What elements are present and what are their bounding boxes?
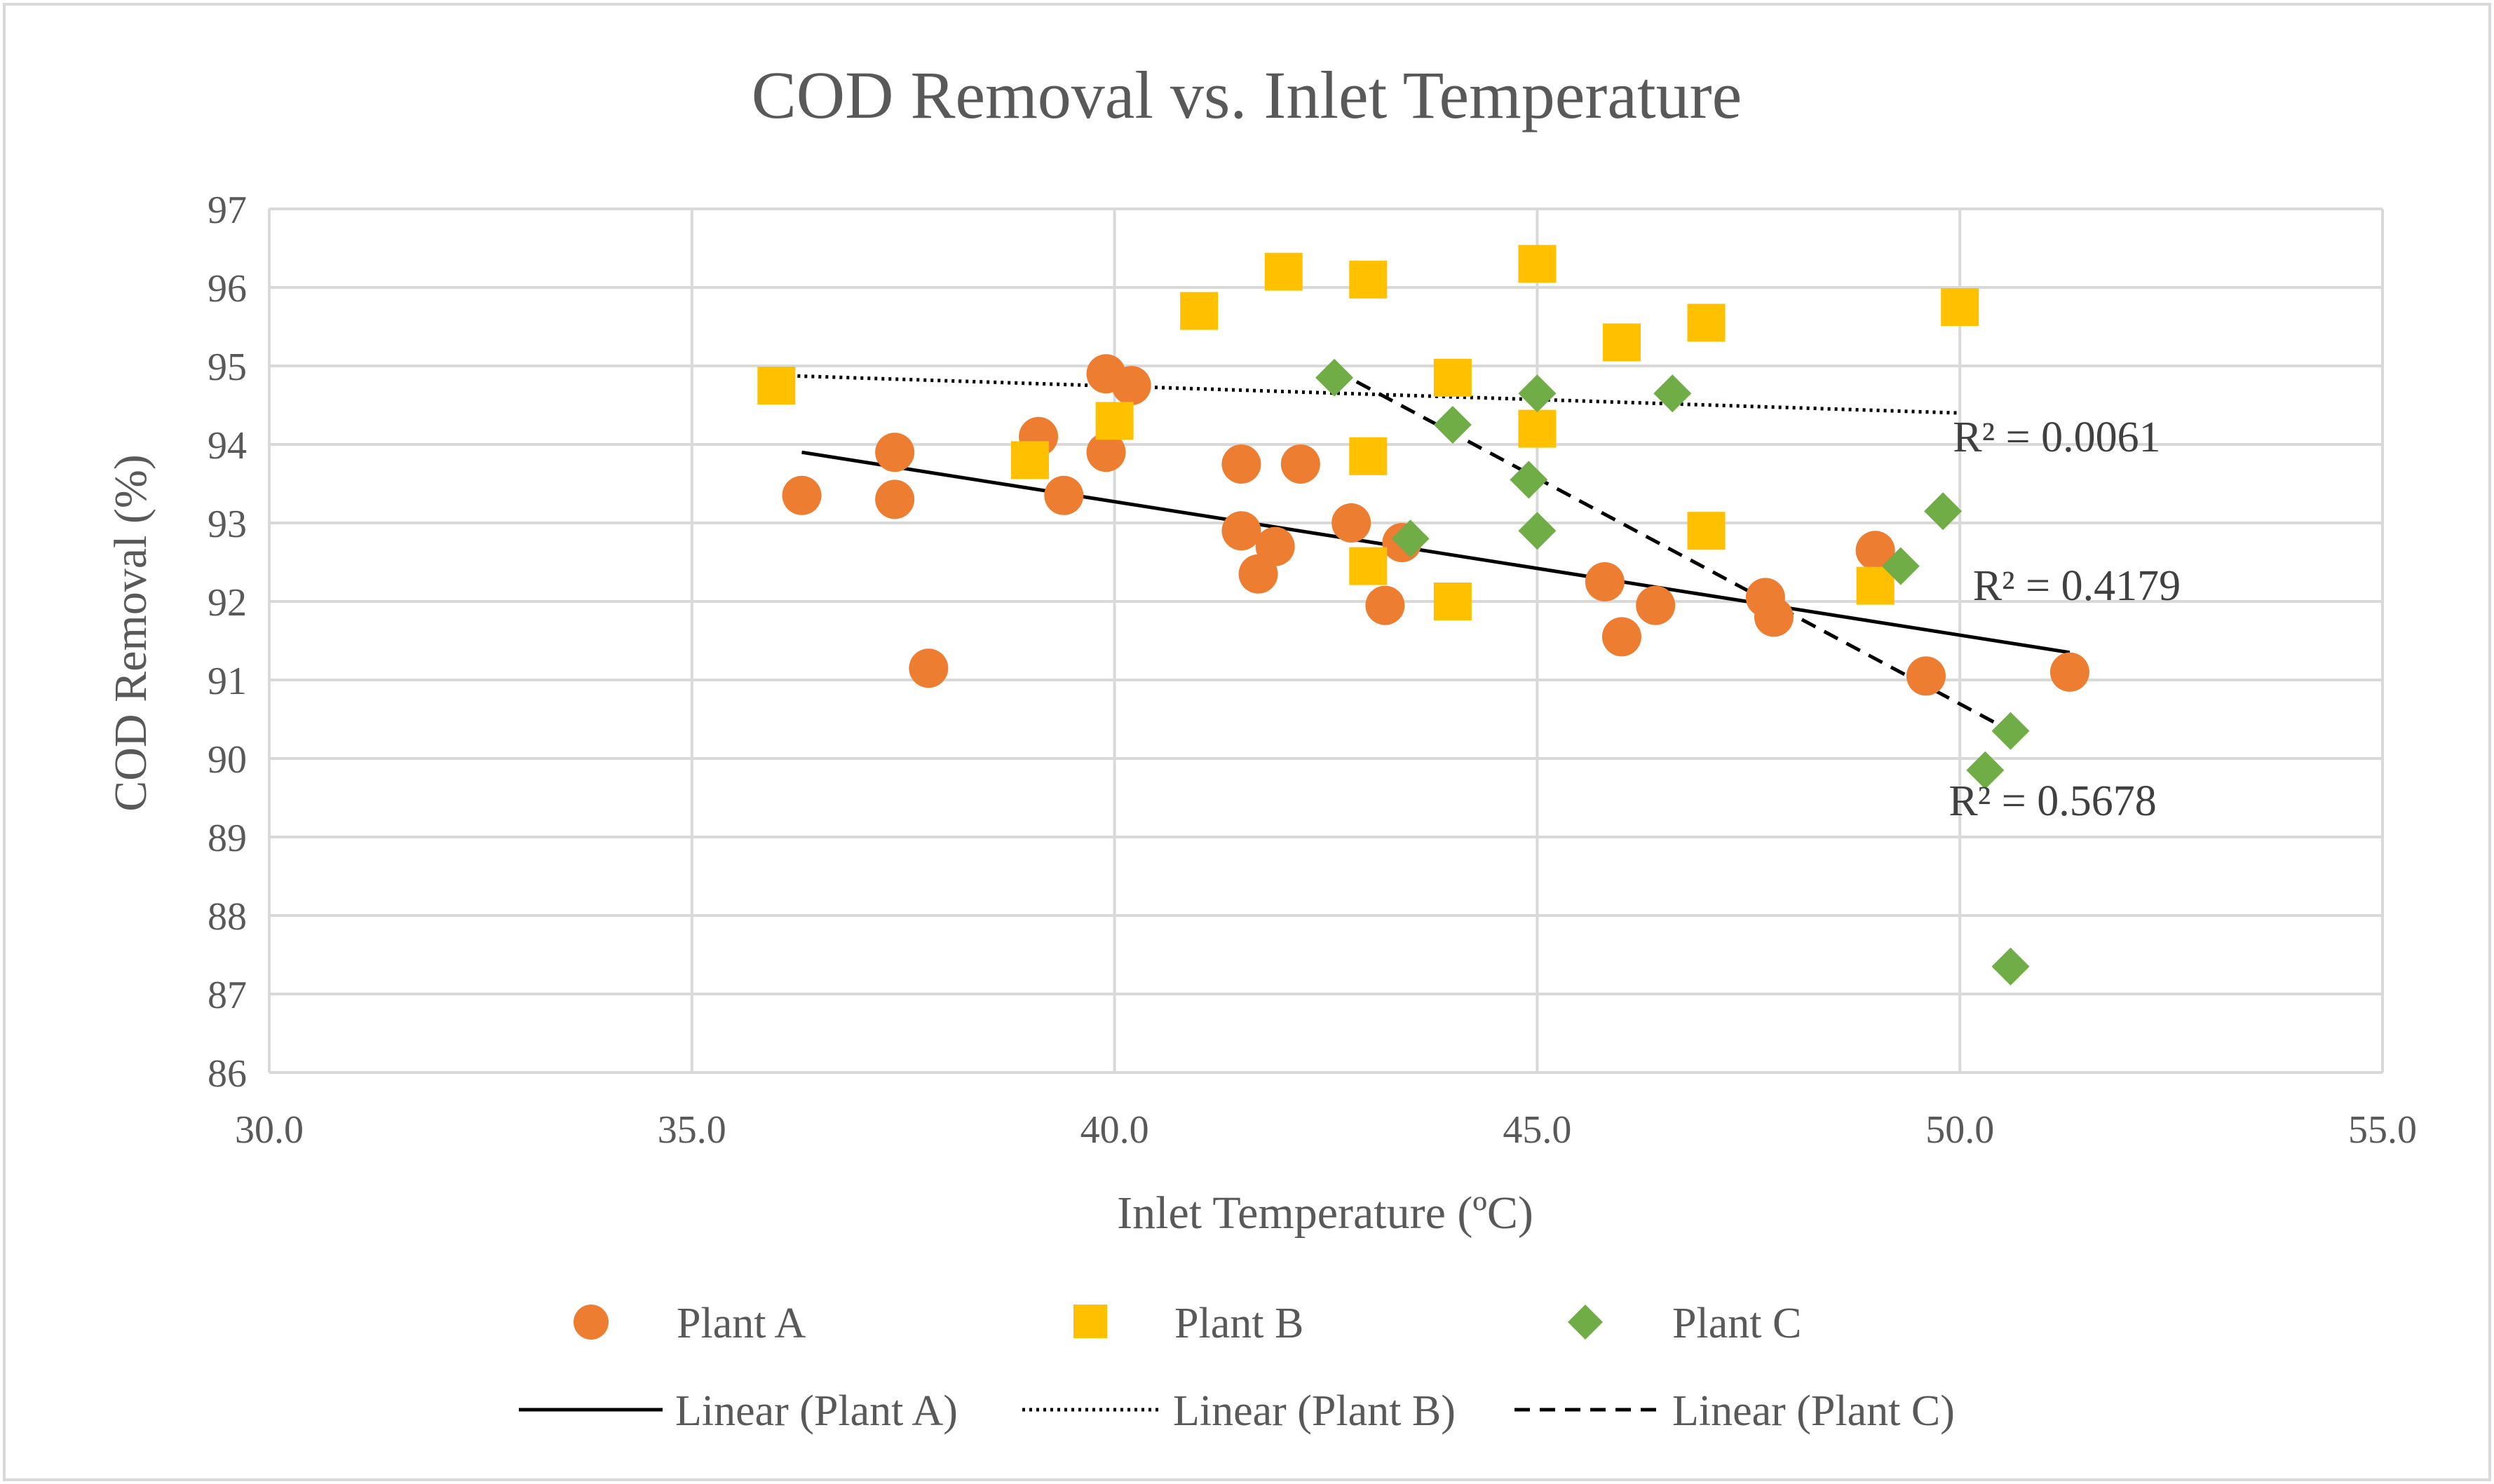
point-plant-b <box>1095 402 1134 440</box>
point-plant-b <box>1602 323 1641 362</box>
x-axis-title: Inlet Temperature (ºC) <box>1117 1187 1533 1239</box>
point-plant-a <box>1365 585 1405 625</box>
point-plant-a <box>1221 511 1261 551</box>
legend-label-plant-a: Plant A <box>677 1300 806 1347</box>
point-plant-c <box>1991 947 2030 986</box>
trendline-plant-b <box>776 373 1960 415</box>
point-plant-c <box>1433 406 1472 444</box>
y-tick-label: 89 <box>208 817 247 860</box>
point-plant-a <box>2049 652 2089 692</box>
x-tick-label: 45.0 <box>1503 1108 1571 1152</box>
point-plant-a <box>1280 444 1320 484</box>
y-tick-label: 86 <box>208 1052 247 1096</box>
point-plant-b <box>1433 583 1472 620</box>
x-tick-label: 40.0 <box>1080 1108 1149 1152</box>
point-plant-a <box>875 433 915 472</box>
r-squared-label-plant-c: R² = 0.5678 <box>1949 777 2156 825</box>
x-tick-label: 30.0 <box>235 1108 304 1152</box>
y-tick-label: 92 <box>208 581 247 625</box>
r-squared-label-plant-a: R² = 0.4179 <box>1973 562 2181 610</box>
point-plant-a <box>1044 475 1084 515</box>
y-tick-label: 97 <box>208 189 247 232</box>
point-plant-b <box>1264 252 1303 291</box>
plot-grid <box>268 207 2384 1074</box>
point-plant-a <box>1585 562 1625 601</box>
point-plant-b <box>1941 288 1979 326</box>
y-tick-label: 96 <box>208 267 247 311</box>
legend-marker-plant-b <box>1073 1305 1107 1338</box>
legend-label-plant-b: Plant B <box>1174 1300 1303 1347</box>
point-plant-b <box>1856 566 1895 605</box>
point-plant-a <box>1221 444 1261 484</box>
point-plant-c <box>1510 461 1548 499</box>
point-plant-c <box>1391 519 1430 558</box>
r-squared-label-plant-b: R² = 0.0061 <box>1953 414 2160 461</box>
point-plant-b <box>757 367 796 404</box>
point-plant-a <box>1601 617 1641 657</box>
point-plant-c <box>1881 547 1920 585</box>
point-plant-b <box>1518 245 1557 283</box>
point-plant-c <box>1315 358 1354 397</box>
point-plant-c <box>1966 751 2005 789</box>
point-plant-a <box>1111 366 1151 405</box>
point-plant-c <box>1653 374 1692 413</box>
point-plant-c <box>1991 712 2030 750</box>
point-plant-b <box>1011 441 1050 479</box>
point-plant-a <box>1086 433 1126 472</box>
point-plant-b <box>1349 260 1388 299</box>
y-tick-label: 87 <box>208 974 247 1017</box>
point-plant-a <box>1754 597 1794 637</box>
point-plant-a <box>1255 526 1295 566</box>
point-plant-c <box>1924 492 1963 531</box>
y-tick-label: 95 <box>208 346 247 389</box>
legend-label-plant-c: Plant C <box>1672 1300 1801 1347</box>
legend-marker-plant-c <box>1568 1305 1603 1340</box>
x-tick-label: 50.0 <box>1925 1108 1994 1152</box>
y-tick-label: 94 <box>208 424 247 468</box>
y-axis-title: COD Removal (%) <box>105 454 156 812</box>
point-plant-b <box>1518 409 1557 448</box>
point-plant-a <box>875 479 915 519</box>
x-tick-label: 35.0 <box>658 1108 726 1152</box>
point-plant-a <box>1906 656 1946 696</box>
y-tick-label: 93 <box>208 503 247 546</box>
x-tick-label: 55.0 <box>2348 1108 2417 1152</box>
point-plant-a <box>782 475 822 515</box>
chart-border <box>3 3 2491 1481</box>
chart-title: COD Removal vs. Inlet Temperature <box>752 57 1742 132</box>
legend-label-linear-plant-c: Linear (Plant C) <box>1672 1387 1955 1435</box>
point-plant-c <box>1518 512 1557 550</box>
point-plant-b <box>1349 547 1388 585</box>
point-plant-a <box>1636 585 1676 625</box>
point-plant-a <box>1331 503 1371 543</box>
y-axis-ticks: 86 87 88 89 90 91 92 93 94 95 96 97 <box>208 189 247 1096</box>
point-plant-b <box>1687 304 1726 342</box>
legend-marker-plant-a <box>574 1305 609 1340</box>
x-axis-ticks: 30.0 35.0 40.0 45.0 50.0 55.0 <box>235 1108 2417 1152</box>
point-plant-a <box>1855 531 1895 571</box>
point-plant-a <box>909 648 949 688</box>
y-tick-label: 90 <box>208 738 247 782</box>
y-tick-label: 91 <box>208 660 247 703</box>
point-plant-b <box>1687 512 1726 550</box>
point-plant-c <box>1518 374 1557 413</box>
y-tick-label: 88 <box>208 895 247 939</box>
r-squared-labels: R² = 0.4179 R² = 0.0061 R² = 0.5678 <box>1949 414 2181 825</box>
legend: Plant A Plant B Plant C Linear (Plant A)… <box>519 1300 1955 1435</box>
data-markers <box>757 245 2089 986</box>
point-plant-b <box>1433 358 1472 397</box>
point-plant-b <box>1180 292 1219 330</box>
legend-label-linear-plant-b: Linear (Plant B) <box>1173 1387 1456 1435</box>
point-plant-b <box>1349 437 1388 475</box>
trendline-plant-a <box>801 450 2071 655</box>
legend-label-linear-plant-a: Linear (Plant A) <box>675 1387 958 1435</box>
